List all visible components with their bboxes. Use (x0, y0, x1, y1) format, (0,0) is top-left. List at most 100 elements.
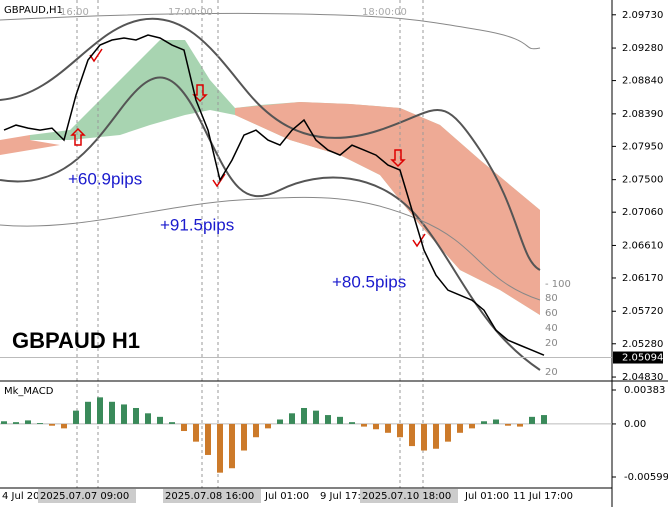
level-label: 20 (545, 338, 558, 349)
annotation: +60.9pips (68, 169, 142, 188)
y-tick-label: 2.08390 (622, 109, 663, 120)
macd-bar (133, 407, 139, 424)
macd-bar (181, 423, 187, 432)
macd-bar (421, 423, 427, 451)
macd-bar (109, 401, 115, 424)
y-tick-label: 2.06170 (622, 273, 663, 284)
level-label: 60 (545, 308, 558, 319)
macd-bar (445, 423, 451, 442)
signal-arrows (70, 48, 426, 248)
level-label: 20 (545, 367, 558, 378)
y-tick-label: 2.05280 (622, 339, 663, 350)
level-label: 40 (545, 323, 558, 334)
macd-bar (1, 421, 7, 424)
y-tick-label: 2.09730 (622, 10, 663, 21)
macd-bar (85, 401, 91, 424)
band (0, 196, 541, 301)
macd-bar (469, 423, 475, 429)
top-time-label: 18:00:00 (362, 7, 407, 18)
y-tick-label: 2.08840 (622, 76, 663, 87)
macd-bar (313, 410, 319, 424)
y-tick-label: 2.07060 (622, 207, 663, 218)
x-tick-label: 2025.07.07 09:00 (40, 491, 129, 502)
macd-bar (37, 423, 43, 424)
top-time-label: 17:00:00 (168, 7, 213, 18)
macd-bar (253, 423, 259, 438)
macd-bar (121, 404, 127, 424)
macd-bar (265, 423, 271, 429)
macd-bar (481, 421, 487, 424)
macd-bar (205, 423, 211, 455)
band (0, 17, 541, 271)
cloud (0, 135, 60, 155)
x-tick-label: Jul 01:00 (464, 491, 509, 502)
macd-bar (157, 416, 163, 424)
macd-bar (337, 416, 343, 424)
macd-bar (289, 413, 295, 424)
macd-bar (241, 423, 247, 451)
macd-bar (61, 423, 67, 429)
y-tick-label: 2.05720 (622, 306, 663, 317)
macd-bar (13, 422, 19, 424)
x-tick-label: 9 Jul 17: (320, 491, 361, 502)
y-tick-label: 2.07950 (622, 141, 663, 152)
macd-bar (397, 423, 403, 438)
current-price-box (613, 351, 663, 364)
macd-bar (217, 423, 223, 473)
macd-bar (73, 410, 79, 424)
band (0, 76, 541, 371)
symbol-label: GBPAUD,H1 (4, 5, 63, 16)
annotation: +80.5pips (332, 272, 406, 291)
time-highlight (360, 489, 458, 503)
time-highlight (38, 489, 136, 503)
x-tick-label: 4 Jul 202 (2, 491, 46, 502)
cloud (235, 102, 540, 315)
x-tick-label: Jul 01:00 (264, 491, 309, 502)
macd-bar (169, 422, 175, 424)
macd-bar (493, 419, 499, 424)
chart-title: GBPAUD H1 (12, 328, 140, 353)
macd-bar (385, 423, 391, 433)
macd-bar (529, 416, 535, 424)
y-tick-label: -0.00599 (624, 472, 668, 483)
y-tick-label: 2.04830 (622, 372, 663, 383)
macd-bar (97, 397, 103, 424)
macd-bar (517, 423, 523, 427)
level-label: 80 (545, 293, 558, 304)
x-tick-label: 11 Jul 17:00 (513, 491, 573, 502)
macd-bar (49, 423, 55, 426)
indicator-label: Mk_MACD (4, 386, 54, 397)
macd-bar (361, 423, 367, 427)
macd-bar (433, 423, 439, 449)
x-tick-label: 2025.07.08 16:00 (165, 491, 254, 502)
macd-bar (229, 423, 235, 469)
macd-bar (25, 420, 31, 424)
y-tick-label: 0.00 (624, 419, 646, 430)
y-tick-label: 0.00383 (624, 385, 665, 396)
macd-bar (505, 423, 511, 426)
level-label: - 100 (545, 279, 571, 290)
cloud (30, 40, 540, 315)
band (0, 12, 541, 50)
y-tick-label: 2.06610 (622, 240, 663, 251)
macd-bar (373, 423, 379, 430)
macd-bar (193, 423, 199, 442)
y-tick-label: 2.09280 (622, 43, 663, 54)
macd-bar (541, 415, 547, 424)
time-highlight (163, 489, 261, 503)
macd-bar (145, 413, 151, 424)
macd-bar (349, 422, 355, 424)
macd-bar (457, 423, 463, 433)
price-line (3, 34, 545, 356)
macd-bar (277, 419, 283, 424)
x-tick-label: 2025.07.10 18:00 (362, 491, 451, 502)
macd-bar (409, 423, 415, 447)
macd-bar (325, 415, 331, 424)
annotation: +91.5pips (160, 215, 234, 234)
current-price-label: 2.05094 (622, 353, 663, 364)
top-time-label: 16:00 (60, 7, 89, 18)
y-tick-label: 2.07500 (622, 175, 663, 186)
